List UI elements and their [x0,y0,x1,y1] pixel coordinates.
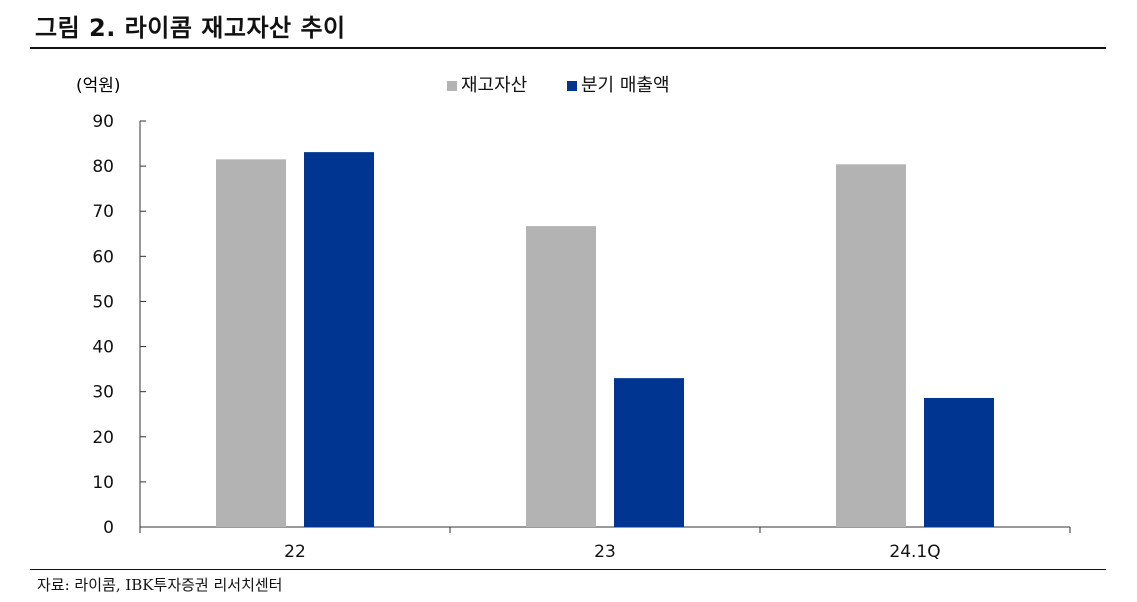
y-tick-label: 70 [92,202,114,222]
bar [216,159,286,527]
y-tick-label: 0 [103,518,114,538]
y-tick-label: 30 [92,383,114,403]
source-note: 자료: 라이콤, IBK투자증권 리서치센터 [37,576,283,594]
title-divider [30,47,1106,49]
y-tick-label: 60 [92,247,114,267]
page-title: 그림 2. 라이콤 재고자산 추이 [35,14,346,42]
legend-label: 분기 매출액 [581,75,670,96]
legend-swatch [447,81,457,91]
footer-divider [30,569,1106,570]
chart-axes: 0 10 20 30 40 50 60 70 80 90 22 23 24.1Q [92,112,1071,562]
y-tick-label: 40 [92,338,114,358]
y-tick-label: 10 [92,473,114,493]
legend-swatch [567,81,577,91]
bar [304,152,374,528]
y-tick-label: 90 [92,112,114,132]
chart-legend: 재고자산 분기 매출액 [447,75,670,96]
chart-bars [216,152,994,528]
x-tick-label: 24.1Q [889,542,940,562]
bar [526,226,596,527]
legend-label: 재고자산 [461,75,527,96]
x-tick-label: 22 [284,542,306,562]
bar [924,397,994,527]
bar [836,164,906,527]
bar [614,378,684,527]
x-tick-label: 23 [594,542,616,562]
y-tick-label: 80 [92,157,114,177]
y-axis-unit-label: (억원) [76,76,121,96]
y-tick-label: 20 [92,428,114,448]
y-tick-label: 50 [92,292,114,312]
